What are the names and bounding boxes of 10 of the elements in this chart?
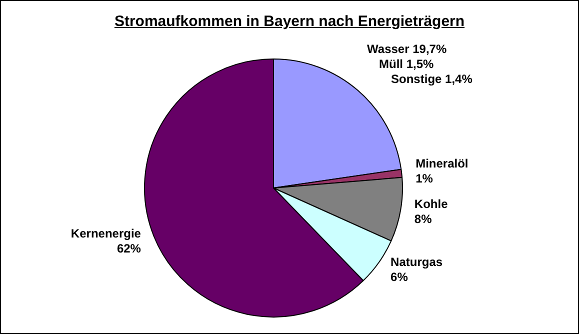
slice-label: Kohle [414, 197, 448, 212]
data-label: 1% [416, 172, 434, 186]
data-label: 8% [414, 212, 432, 226]
slice-label: Kernenergie [70, 226, 142, 240]
chart-title: Stromaufkommen in Bayern nach Energieträgern [113, 13, 466, 30]
slice-label: Naturgas [390, 254, 443, 269]
slice-label: Mineralöl [416, 156, 468, 171]
data-label: 6% [390, 270, 408, 284]
slice-label: Wasser 19,7% Müll 1,5% Sonstige 1,4% [367, 42, 473, 86]
data-label: 62% [116, 241, 142, 256]
